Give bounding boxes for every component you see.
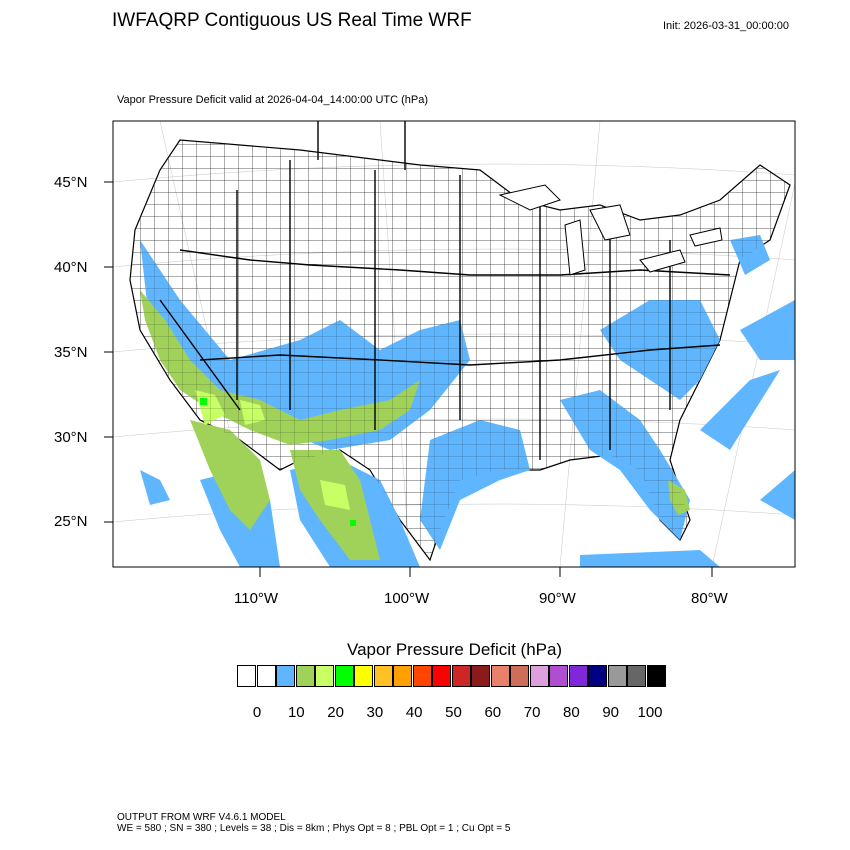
footer-model-line: OUTPUT FROM WRF V4.6.1 MODEL (117, 812, 286, 823)
colorbar-label-60: 60 (484, 704, 502, 721)
colorbar-label-40: 40 (405, 704, 423, 721)
colorbar-box-9 (412, 665, 432, 687)
lon-label-110: 110°W (234, 590, 279, 607)
colorbar-box-3 (295, 665, 315, 687)
plot-title: IWFAQRP Contiguous US Real Time WRF (112, 10, 472, 31)
great-lakes (498, 184, 723, 276)
colorbar-box-7 (373, 665, 393, 687)
colorbar-label-50: 50 (445, 704, 462, 721)
colorbar-label-90: 90 (602, 704, 620, 721)
colorbar-box-18 (588, 665, 607, 687)
colorbar-box-20 (627, 665, 646, 687)
state-borders (159, 121, 731, 460)
field-subtitle: Vapor Pressure Deficit valid at 2026-04-… (117, 94, 429, 106)
init-time: Init: 2026-03-31_00:00:00 (663, 20, 789, 32)
colorbar-box-2 (276, 665, 295, 687)
footer-config-line: WE = 580 ; SN = 380 ; Levels = 38 ; Dis … (117, 823, 511, 834)
colorbar-box-4 (315, 665, 334, 687)
colorbar-label-20: 20 (327, 704, 344, 721)
colorbar-title: Vapor Pressure Deficit (hPa) (347, 640, 563, 659)
map-frame (112, 120, 796, 568)
colorbar-box-19 (607, 665, 627, 687)
colorbar-label-100: 100 (637, 704, 663, 721)
lon-label-80: 80°W (691, 590, 728, 607)
colorbar-box-6 (354, 665, 373, 687)
colorbar-label-70: 70 (523, 704, 541, 721)
colorbar-box-8 (393, 665, 412, 687)
colorbar-box-16 (549, 665, 568, 687)
colorbar-label-0: 0 (252, 704, 262, 721)
colorbar-label-10: 10 (287, 704, 305, 721)
colorbar-box-14 (510, 665, 529, 687)
colorbar-box-5 (334, 665, 354, 687)
lat-label-40: 40°N (54, 259, 88, 276)
colorbar-box-11 (451, 665, 471, 687)
colorbar-box-15 (529, 665, 549, 687)
colorbar-box-10 (432, 665, 451, 687)
colorbar-label-30: 30 (366, 704, 384, 721)
lat-label-35: 35°N (54, 344, 88, 361)
colorbar-box-13 (490, 665, 510, 687)
lat-label-30: 30°N (54, 429, 88, 446)
lon-label-100: 100°W (384, 590, 430, 607)
colorbar-label-80: 80 (563, 704, 580, 721)
colorbar-box-17 (568, 665, 588, 687)
colorbar-box-12 (471, 665, 490, 687)
lat-label-45: 45°N (54, 174, 88, 191)
colorbar-box-1 (256, 665, 276, 687)
lat-label-25: 25°N (54, 513, 88, 530)
lon-label-90: 90°W (539, 590, 576, 607)
colorbar-box-21 (646, 665, 666, 687)
colorbar-box-0 (237, 665, 256, 687)
axis-ticks (104, 181, 713, 577)
